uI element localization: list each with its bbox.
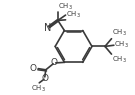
Text: N: N bbox=[44, 23, 51, 33]
Text: O: O bbox=[41, 74, 48, 83]
Text: CH$_3$: CH$_3$ bbox=[114, 40, 129, 50]
Text: O: O bbox=[30, 64, 37, 73]
Text: CH$_3$: CH$_3$ bbox=[66, 9, 81, 20]
Text: CH$_3$: CH$_3$ bbox=[112, 55, 127, 65]
Text: CH$_3$: CH$_3$ bbox=[31, 83, 45, 94]
Text: CH$_3$: CH$_3$ bbox=[58, 1, 73, 11]
Text: O: O bbox=[51, 58, 58, 67]
Text: CH$_3$: CH$_3$ bbox=[112, 28, 127, 38]
